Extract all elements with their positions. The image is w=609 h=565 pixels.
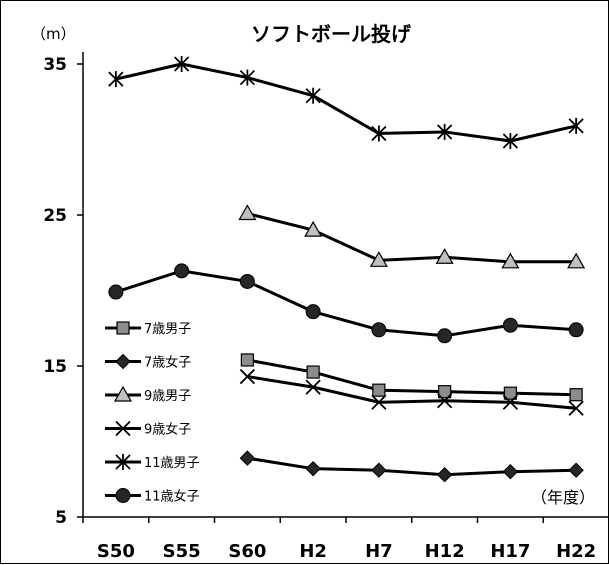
legend-marker	[115, 420, 131, 437]
data-point	[568, 117, 584, 134]
data-point	[502, 133, 519, 150]
legend-label: 7歳女子	[144, 355, 191, 371]
data-point	[371, 394, 387, 410]
data-point	[436, 467, 453, 483]
legend-label: 9歳女子	[144, 422, 191, 438]
data-point	[438, 385, 452, 399]
data-point	[305, 87, 321, 104]
data-point	[502, 394, 519, 410]
data-point	[372, 383, 386, 397]
series-1	[240, 353, 583, 402]
data-point	[436, 393, 453, 409]
series-line	[115, 269, 577, 338]
legend-label: 11歳男子	[144, 456, 200, 471]
data-point	[568, 322, 584, 338]
series-group	[108, 56, 586, 483]
data-point	[435, 248, 454, 264]
series-line	[247, 212, 577, 264]
data-point	[502, 463, 519, 480]
x-tick-label: H7	[365, 541, 393, 562]
data-point	[369, 251, 388, 267]
legend-label: 7歳男子	[144, 322, 191, 337]
axes: 5 15 25 35 S50 S55 S60 H2 H7 H12 H17 H22	[43, 52, 609, 562]
series-5	[108, 56, 584, 150]
data-point	[371, 462, 387, 478]
data-point	[239, 450, 256, 466]
data-point	[568, 400, 584, 416]
data-point	[502, 317, 518, 333]
data-point	[238, 204, 257, 221]
y-tick-label: 15	[43, 357, 67, 377]
legend-marker	[115, 353, 131, 370]
legend-marker	[113, 385, 133, 402]
y-tick-label: 35	[43, 55, 67, 75]
legend-label: 11歳女子	[144, 489, 200, 505]
x-axis-label: （年度）	[531, 488, 595, 507]
y-tick-label: 25	[43, 206, 67, 226]
data-point	[173, 56, 190, 72]
legend: 7歳男子 7歳女子 9歳男子 9歳女子 11歳男子 11歳女子	[105, 321, 200, 505]
data-point	[371, 125, 387, 142]
data-point	[371, 322, 387, 338]
x-tick-label: H17	[490, 541, 530, 562]
series-4	[239, 368, 584, 416]
data-point	[174, 263, 190, 279]
data-point	[108, 284, 124, 300]
data-point	[304, 220, 323, 237]
chart-title: ソフトボール投げ	[251, 22, 412, 46]
series-line	[247, 456, 577, 477]
legend-item: 11歳女子	[105, 488, 200, 505]
series-6	[108, 263, 584, 344]
legend-item: 9歳女子	[105, 420, 191, 438]
x-tick-label: S50	[97, 541, 135, 562]
x-tick-label: H22	[556, 541, 596, 562]
data-point	[501, 252, 520, 269]
data-point	[567, 252, 586, 269]
legend-marker	[115, 454, 131, 470]
series-line	[247, 358, 577, 397]
data-point	[306, 365, 320, 379]
data-point	[239, 273, 255, 289]
data-point	[437, 328, 453, 344]
x-tick-label: H2	[299, 541, 327, 562]
x-tick-label: S55	[163, 541, 201, 562]
data-point	[436, 123, 453, 140]
legend-marker	[115, 488, 131, 503]
series-line	[115, 62, 577, 143]
data-point	[568, 462, 584, 478]
legend-marker	[116, 321, 130, 335]
series-line	[247, 375, 577, 410]
data-point	[305, 379, 321, 395]
legend-item: 9歳男子	[105, 385, 191, 404]
data-point	[305, 460, 321, 477]
data-point	[108, 71, 124, 88]
series-3	[238, 204, 586, 269]
legend-item: 11歳男子	[105, 454, 200, 471]
data-point	[240, 353, 254, 367]
series-2	[239, 450, 584, 483]
data-point	[305, 304, 321, 320]
data-point	[239, 368, 256, 385]
data-point	[239, 69, 256, 86]
legend-item: 7歳女子	[105, 353, 191, 371]
data-point	[569, 388, 583, 402]
data-point	[503, 386, 517, 400]
x-tick-label: H12	[425, 541, 465, 562]
legend-item: 7歳男子	[105, 321, 191, 337]
x-tick-label: S60	[228, 541, 266, 562]
legend-label: 9歳男子	[144, 389, 191, 404]
y-axis-label: （m）	[31, 25, 76, 43]
y-tick-label: 5	[55, 508, 67, 528]
